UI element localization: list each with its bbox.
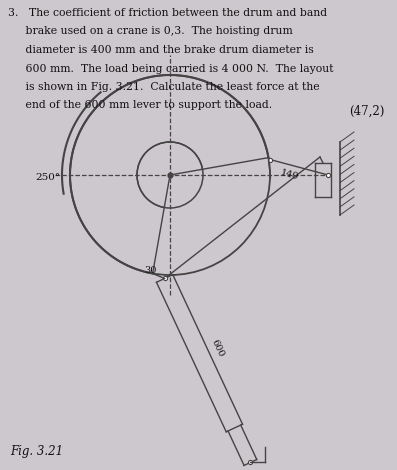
Text: 250°: 250°	[35, 172, 60, 181]
Text: end of the 600 mm lever to support the load.: end of the 600 mm lever to support the l…	[8, 101, 272, 110]
Text: 140: 140	[279, 169, 299, 182]
Text: 3.   The coefficient of friction between the drum and band: 3. The coefficient of friction between t…	[8, 8, 327, 18]
Text: 600 mm.  The load being carried is 4 000 N.  The layout: 600 mm. The load being carried is 4 000 …	[8, 63, 333, 73]
Text: is shown in Fig. 3.21.  Calculate the least force at the: is shown in Fig. 3.21. Calculate the lea…	[8, 82, 320, 92]
Text: 600: 600	[210, 338, 225, 359]
Text: brake used on a crane is 0,3.  The hoisting drum: brake used on a crane is 0,3. The hoisti…	[8, 26, 293, 37]
Text: Fig. 3.21: Fig. 3.21	[10, 445, 63, 458]
Text: diameter is 400 mm and the brake drum diameter is: diameter is 400 mm and the brake drum di…	[8, 45, 314, 55]
Text: 30: 30	[145, 266, 157, 275]
Text: (47,2): (47,2)	[350, 104, 385, 118]
